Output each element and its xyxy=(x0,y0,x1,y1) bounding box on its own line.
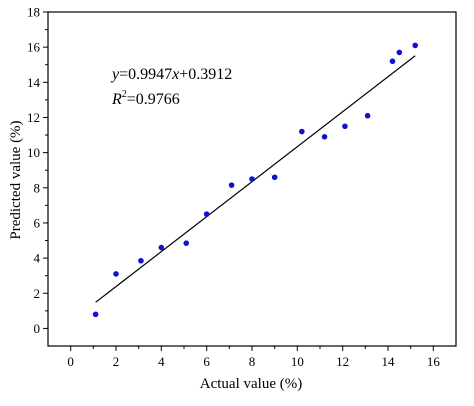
r-squared-value: =0.9766 xyxy=(127,91,180,108)
x-tick-label: 2 xyxy=(113,354,120,369)
regression-line xyxy=(95,55,416,303)
data-point xyxy=(158,244,165,251)
data-point xyxy=(299,128,305,135)
data-point xyxy=(203,211,210,217)
data-point xyxy=(389,58,396,65)
equation-intercept: +0.3912 xyxy=(179,66,232,83)
regression-equation: y=0.9947x+0.3912 xyxy=(110,66,232,83)
data-points xyxy=(92,42,419,318)
y-axis-ticks: 0 2 4 6 8 10 12 14 16 18 xyxy=(27,5,48,336)
data-point xyxy=(228,182,235,188)
x-axis-label: Actual value (%) xyxy=(200,376,302,392)
y-tick-label: 18 xyxy=(27,5,40,20)
equation-y-var: y xyxy=(110,66,120,83)
x-tick-label: 16 xyxy=(427,354,441,369)
y-tick-label: 16 xyxy=(27,40,41,55)
data-point xyxy=(92,311,99,318)
x-tick-label: 0 xyxy=(67,354,74,369)
y-tick-label: 12 xyxy=(27,110,40,125)
x-tick-label: 12 xyxy=(336,354,349,369)
x-tick-label: 6 xyxy=(203,354,210,369)
r-squared-annotation: R2=0.9766 xyxy=(111,89,180,108)
data-point xyxy=(412,42,419,49)
data-point xyxy=(113,271,119,277)
data-point xyxy=(396,49,403,56)
equation-slope: =0.9947 xyxy=(119,66,172,83)
y-tick-label: 4 xyxy=(34,251,41,266)
y-tick-label: 6 xyxy=(34,215,41,230)
y-tick-label: 8 xyxy=(34,180,41,195)
x-tick-label: 4 xyxy=(158,354,165,369)
data-point xyxy=(364,112,371,119)
y-tick-label: 0 xyxy=(34,321,41,336)
y-axis-label: Predicted value (%) xyxy=(8,120,24,239)
x-axis-ticks: 0 2 4 6 8 10 12 14 16 xyxy=(67,346,440,369)
data-point xyxy=(138,257,144,264)
equation-x-var: x xyxy=(171,66,179,83)
x-tick-label: 14 xyxy=(382,354,396,369)
y-tick-label: 14 xyxy=(27,75,41,90)
data-point xyxy=(342,123,348,130)
x-tick-label: 10 xyxy=(291,354,304,369)
x-tick-label: 8 xyxy=(249,354,256,369)
data-point xyxy=(183,240,190,246)
r-squared-var: R xyxy=(111,91,122,108)
fit-line-group xyxy=(95,55,416,303)
data-point xyxy=(249,176,255,182)
y-tick-label: 2 xyxy=(34,286,41,301)
data-point xyxy=(321,134,328,140)
data-point xyxy=(271,174,278,181)
y-tick-label: 10 xyxy=(27,145,40,160)
r-squared-exponent: 2 xyxy=(122,89,127,100)
